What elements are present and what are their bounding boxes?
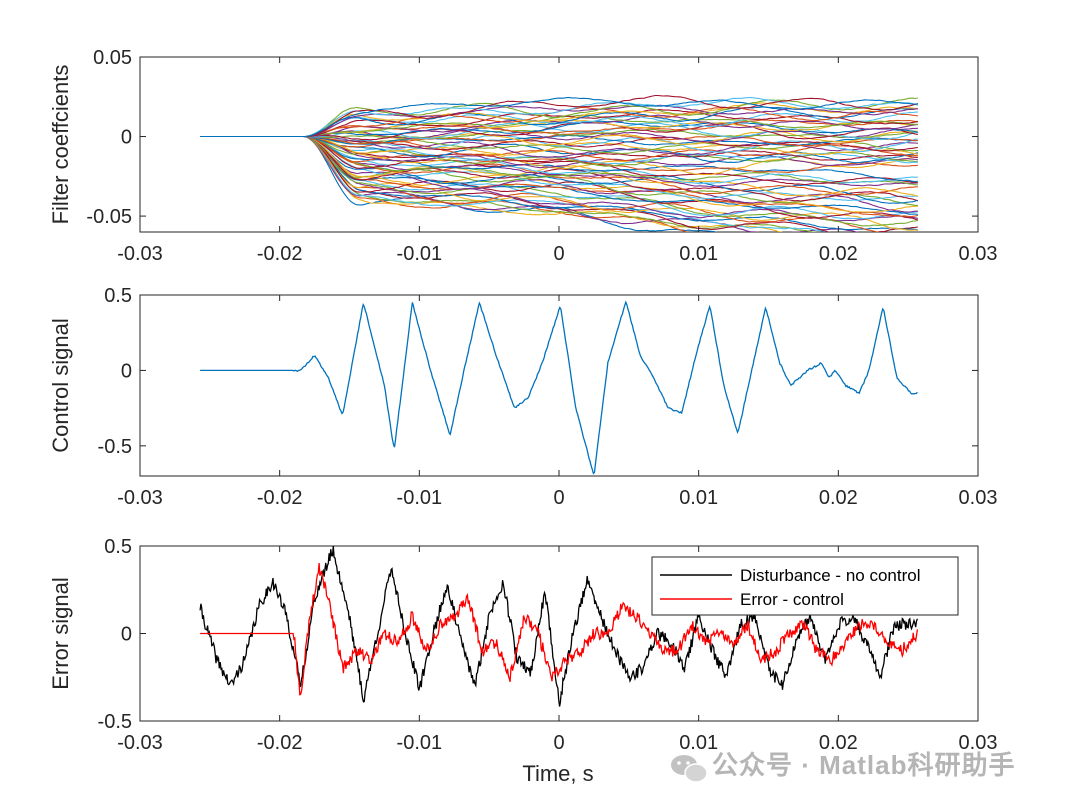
- x-tick-label: 0.01: [679, 732, 718, 754]
- wechat-icon: [671, 755, 708, 783]
- watermark: 公众号 · Matlab科研助手: [671, 750, 1015, 783]
- coefficient-line: [200, 94, 919, 138]
- x-tick-label: -0.01: [397, 732, 443, 754]
- coefficient-line: [200, 96, 918, 138]
- x-tick-label: -0.03: [117, 487, 163, 509]
- plot-area: [139, 294, 979, 477]
- x-tick-label: -0.03: [117, 732, 163, 754]
- y-axis-label: Control signal: [48, 318, 73, 453]
- x-tick-label: 0.02: [819, 732, 858, 754]
- subplot-1: -0.03 -0.02 -0.01 0 0.01 0.02 0.03 0.05 0 -0.05 Fi…: [48, 47, 997, 265]
- x-tick-label: 0.02: [819, 487, 858, 509]
- y-tick-label: 0: [121, 360, 132, 382]
- x-tick-label: 0.03: [959, 487, 998, 509]
- y-tick-label: -0.05: [86, 206, 132, 228]
- x-tick-label: 0.01: [679, 243, 718, 265]
- coefficient-line: [200, 109, 918, 138]
- x-tick-label: -0.03: [117, 243, 163, 265]
- x-tick-label: -0.02: [257, 732, 303, 754]
- x-tick-label: 0.01: [679, 487, 718, 509]
- x-tick-label: 0: [553, 243, 564, 265]
- y-tick-label: -0.5: [98, 711, 132, 733]
- y-axis-label: Error signal: [48, 577, 73, 689]
- y-axis-label: Filter coeffcients: [48, 65, 73, 225]
- series-line-1: [199, 546, 919, 707]
- x-tick-label: 0: [553, 487, 564, 509]
- subplot-2: -0.03 -0.02 -0.01 0 0.01 0.02 0.03 0.5 0 -0.5 Cont…: [48, 285, 997, 509]
- series-line-2: [200, 562, 919, 696]
- coefficient-line: [200, 135, 918, 162]
- x-tick-label: -0.02: [257, 487, 303, 509]
- x-axis-label: Time, s: [522, 761, 593, 786]
- subplot-3: -0.03 -0.02 -0.01 0 0.01 0.02 0.03 0.5 0 -0.5 Erro…: [48, 536, 997, 754]
- coefficient-line: [200, 96, 919, 138]
- x-tick-label: 0.02: [819, 243, 858, 265]
- series-group: [199, 546, 919, 707]
- y-tick-label: 0: [121, 624, 132, 646]
- y-tick-label: 0.5: [104, 536, 132, 558]
- x-tick-label: -0.01: [397, 243, 443, 265]
- x-tick-label: 0.03: [959, 243, 998, 265]
- watermark-text: 公众号 · Matlab科研助手: [712, 750, 1015, 780]
- x-tick-label: 0.03: [959, 732, 998, 754]
- x-tick-label: -0.01: [397, 487, 443, 509]
- series-line-1: [200, 300, 918, 475]
- series-group: [200, 300, 918, 475]
- y-tick-label: 0: [121, 127, 132, 149]
- y-tick-label: 0.5: [104, 285, 132, 307]
- series-group: [200, 94, 919, 232]
- x-tick-label: -0.02: [257, 243, 303, 265]
- coefficient-line: [200, 135, 919, 164]
- coefficient-line: [200, 135, 688, 232]
- y-tick-label: -0.5: [98, 436, 132, 458]
- legend-label: Disturbance - no control: [740, 566, 920, 585]
- coefficient-line: [200, 122, 918, 141]
- coefficient-line: [200, 114, 918, 138]
- legend-label: Error - control: [740, 590, 844, 609]
- coefficient-line: [200, 135, 831, 232]
- legend-box: [651, 556, 959, 616]
- legend: Disturbance - no control Error - control: [651, 556, 959, 616]
- x-tick-label: 0: [553, 732, 564, 754]
- y-tick-label: 0.05: [93, 47, 132, 69]
